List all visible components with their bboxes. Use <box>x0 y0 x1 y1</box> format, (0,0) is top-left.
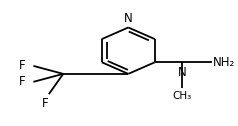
Text: NH₂: NH₂ <box>213 56 235 69</box>
Text: N: N <box>124 12 133 25</box>
Text: F: F <box>19 75 26 88</box>
Text: F: F <box>19 59 26 72</box>
Text: CH₃: CH₃ <box>173 91 192 101</box>
Text: N: N <box>178 66 187 79</box>
Text: F: F <box>42 97 49 110</box>
